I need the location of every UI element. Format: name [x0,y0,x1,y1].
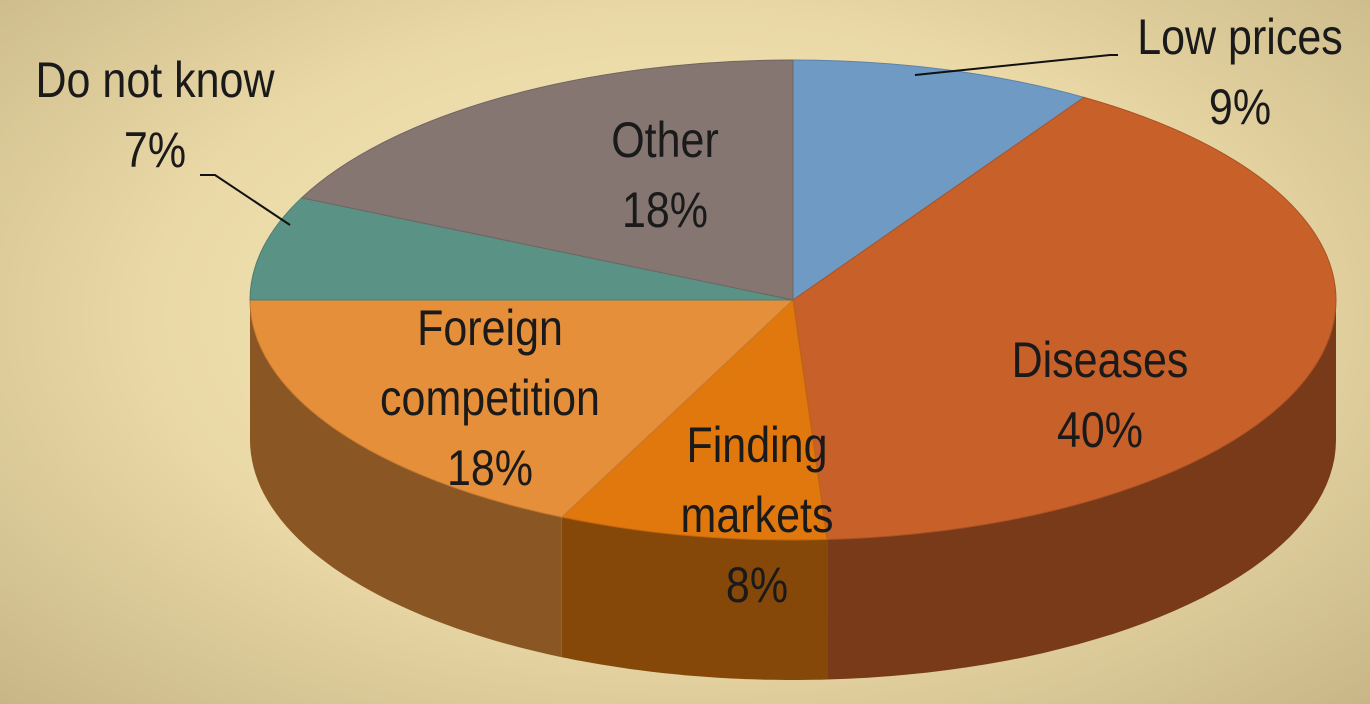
slice [300,59,794,301]
slice-label: Foreign competition 18% [361,293,619,503]
slice [249,197,794,301]
slice [792,96,1337,541]
slice-side [250,300,562,658]
value-label: 40% [1056,402,1144,458]
category-label: Other [611,112,719,168]
category-label: Do not know [35,52,275,108]
slice [560,298,828,541]
slice-side [561,517,828,680]
leader-line [914,54,1118,76]
slice [792,59,1086,301]
category-label: Diseases [1011,332,1189,388]
slice-label: Finding markets 8% [671,410,843,620]
slice-side [827,300,1336,680]
category-label: Finding markets [680,417,834,543]
slice-label: Do not know 7% [9,45,301,185]
value-label: 18% [621,182,709,238]
slice-label: Low prices 9% [1111,2,1369,142]
slice [249,299,795,518]
value-label: 7% [123,122,187,178]
value-label: 9% [1208,79,1272,135]
slice-label: Other 18% [579,105,751,245]
value-label: 18% [446,440,534,496]
category-label: Foreign competition [380,300,600,426]
slice-label: Diseases 40% [962,325,1237,465]
value-label: 8% [725,557,789,613]
leader-line [200,174,291,226]
category-label: Low prices [1137,9,1343,65]
